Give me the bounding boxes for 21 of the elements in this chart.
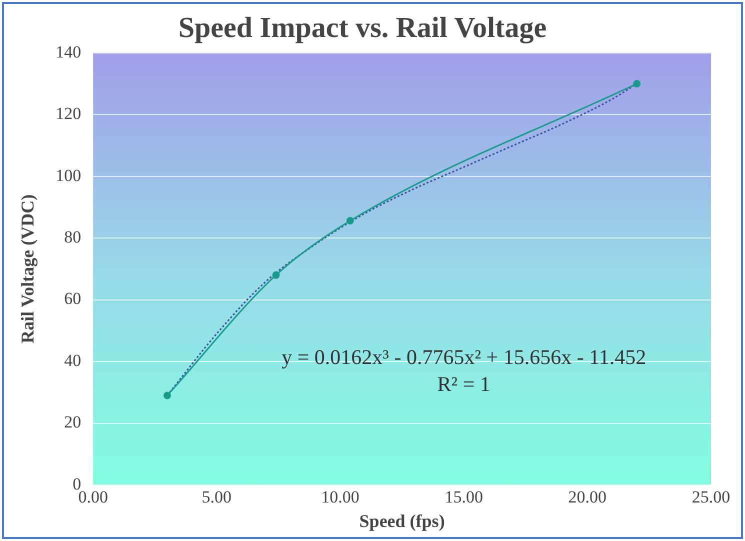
point [633,80,641,88]
chart-title: Speed Impact vs. Rail Voltage [178,12,547,44]
point [164,392,171,400]
x-tick-label: 5.00 [202,488,232,507]
annotation: R² = 1 [437,372,490,396]
y-tick-label: 20 [64,412,82,432]
x-tick-label: 25.00 [692,488,730,507]
x-tick-label: 15.00 [444,488,483,507]
point [272,271,280,279]
x-axis-title: Speed (fps) [359,510,445,531]
y-tick-label: 100 [56,166,82,185]
y-tick-label: 80 [64,227,82,246]
x-tick-label: 20.00 [568,488,607,507]
y-tick-label: 120 [56,104,82,124]
y-axis-title: Rail Voltage (VDC) [17,194,38,344]
annotation: y = 0.0162x³ - 0.7765x² + 15.656x - 11.452 [282,344,646,369]
y-tick-label: 140 [56,42,82,62]
x-tick-label: 10.00 [321,488,360,507]
y-tick-label: 40 [64,350,82,370]
y-tick-label: 60 [64,289,82,308]
point [346,216,354,224]
